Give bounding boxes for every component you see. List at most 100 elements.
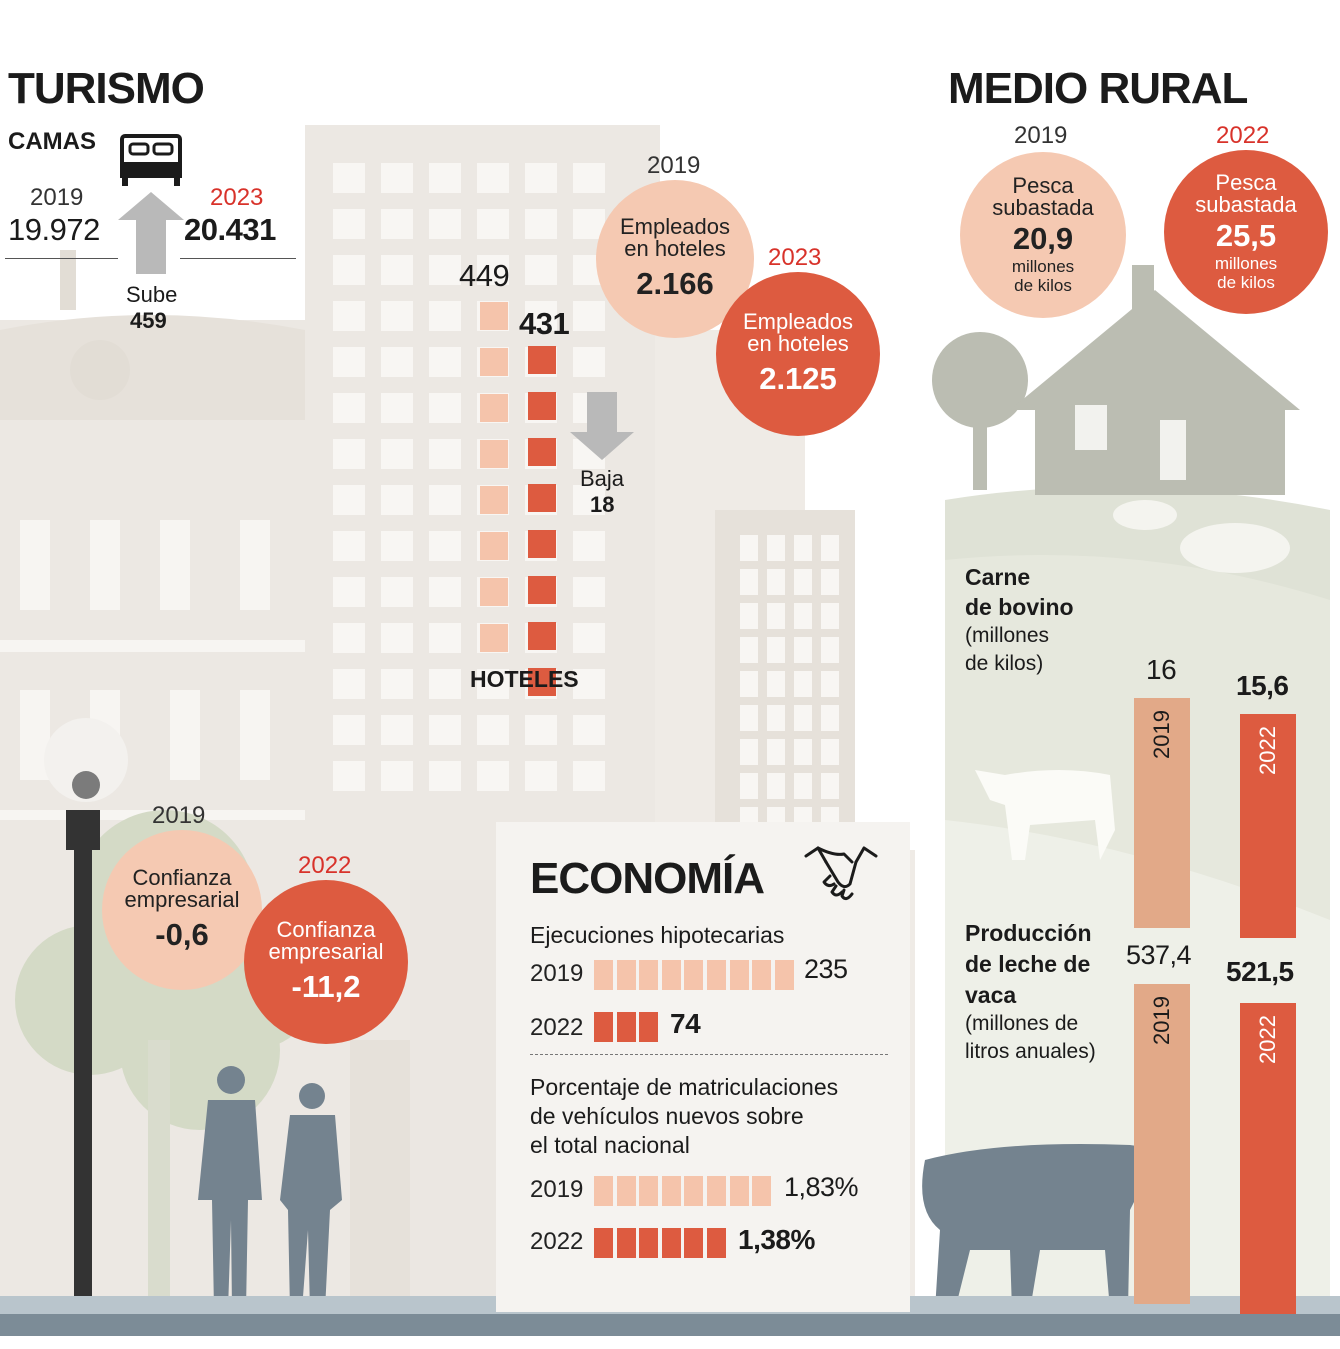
empleados-circle-2023: Empleados en hoteles 2.125 [716,272,880,436]
hipotecas-year-2019: 2019 [530,960,584,987]
window-shape [429,715,461,745]
matriculaciones-2022-segment [684,1228,704,1258]
confianza-label-2019-line2: empresarial [124,887,240,912]
hipotecas-2019-segment [729,960,749,990]
window-shape [525,761,557,791]
leche-value-2019: 537,4 [1126,940,1192,970]
leche-bar-2019: 2019 [1134,984,1190,1304]
window-shape [767,637,785,663]
window-shape [477,163,509,193]
window-shape [429,393,461,423]
matriculaciones-2022-segment [616,1228,636,1258]
hipotecas-year-2022: 2022 [530,1014,584,1041]
hipotecas-2022-segment [639,1012,659,1042]
bovino-bar-2019-year: 2019 [1149,710,1174,759]
window-shape [573,531,605,561]
pesca-label-2019-line2: subastada [992,195,1094,220]
bed-icon [120,134,182,186]
window-shape [429,301,461,331]
turismo-title: TURISMO [8,64,205,113]
confianza-year-2019: 2019 [152,802,206,829]
matriculaciones-label-line1: Porcentaje de matriculaciones [530,1074,839,1100]
leche-bar-2022: 2022 [1240,1003,1296,1314]
window-shape [740,637,758,663]
window-shape [740,671,758,697]
hipotecas-2019-segment [639,960,659,990]
matriculaciones-label-line3: el total nacional [530,1132,690,1158]
window-shape [573,347,605,377]
window-shape [429,761,461,791]
window-shape [740,705,758,731]
camas-label: CAMAS [8,128,96,155]
white-cow-illustration [975,770,1115,860]
window-shape [767,671,785,697]
leche-unit-line2: litros anuales) [965,1040,1096,1063]
window-shape [333,761,365,791]
window-shape [381,301,413,331]
leche-value-2022: 521,5 [1226,956,1294,987]
window-shape [477,209,509,239]
camas-value-2019: 19.972 [8,212,100,247]
window-shape [429,577,461,607]
window-shape [333,715,365,745]
window-shape [740,569,758,595]
window-shape [429,439,461,469]
window-shape [381,577,413,607]
window-shape [794,603,812,629]
matriculaciones-2019-segment [752,1176,772,1206]
hoteles-2019-square [480,394,508,422]
leche-label-line2: de leche de [965,951,1091,977]
leche-bar-2019-year: 2019 [1149,996,1174,1045]
window-shape [573,163,605,193]
pesca-unit-2019-line2: de kilos [1014,276,1072,295]
matriculaciones-2022-segment [661,1228,681,1258]
camas-year-2019: 2019 [30,184,84,211]
pesca-label-2019-line1: Pesca [1012,173,1074,198]
bovino-label-line2: de bovino [965,594,1074,620]
empleados-label-2023-line2: en hoteles [747,331,849,356]
hipotecas-value-2019: 235 [804,954,848,984]
window-shape [573,577,605,607]
window-shape [381,715,413,745]
window-shape [429,531,461,561]
window-shape [767,705,785,731]
up-arrow-icon [118,192,184,274]
leche-bar-2022-year: 2022 [1255,1015,1280,1065]
window-shape [381,439,413,469]
confianza-label-2022-line2: empresarial [268,939,384,964]
pesca-year-2022: 2022 [1216,122,1270,149]
window-shape [381,393,413,423]
window-shape [429,623,461,653]
window-shape [381,209,413,239]
hoteles-2023-square [528,622,556,650]
matriculaciones-year-2019: 2019 [530,1176,584,1203]
window-shape [429,255,461,285]
pesca-circle-2019: Pesca subastada 20,9 millones de kilos [960,152,1126,318]
window-shape [821,603,839,629]
bovino-value-2022: 15,6 [1236,670,1289,701]
hipotecas-label: Ejecuciones hipotecarias [530,922,785,948]
window-shape [525,301,557,331]
window-shape [429,669,461,699]
matriculaciones-2022-segment [707,1228,726,1258]
window-shape [740,739,758,765]
window-shape [821,773,839,799]
window-shape [794,535,812,561]
empleados-value-2019: 2.166 [636,266,714,301]
window-shape [573,623,605,653]
window-shape [821,535,839,561]
window-shape [429,163,461,193]
hoteles-2023-square [528,576,556,604]
empleados-label-2019-line2: en hoteles [624,236,726,261]
leche-unit-line1: (millones de [965,1012,1079,1035]
window-shape [333,393,365,423]
down-arrow-icon [570,392,634,460]
hoteles-2023-square [528,392,556,420]
pesca-unit-2022-line2: de kilos [1217,273,1275,292]
window-shape [573,715,605,745]
pesca-label-2022-line1: Pesca [1215,170,1277,195]
hoteles-value-2023: 431 [519,306,570,341]
window-shape [794,705,812,731]
confianza-label-2019-line1: Confianza [132,865,232,890]
empleados-label-2023-line1: Empleados [742,309,854,334]
